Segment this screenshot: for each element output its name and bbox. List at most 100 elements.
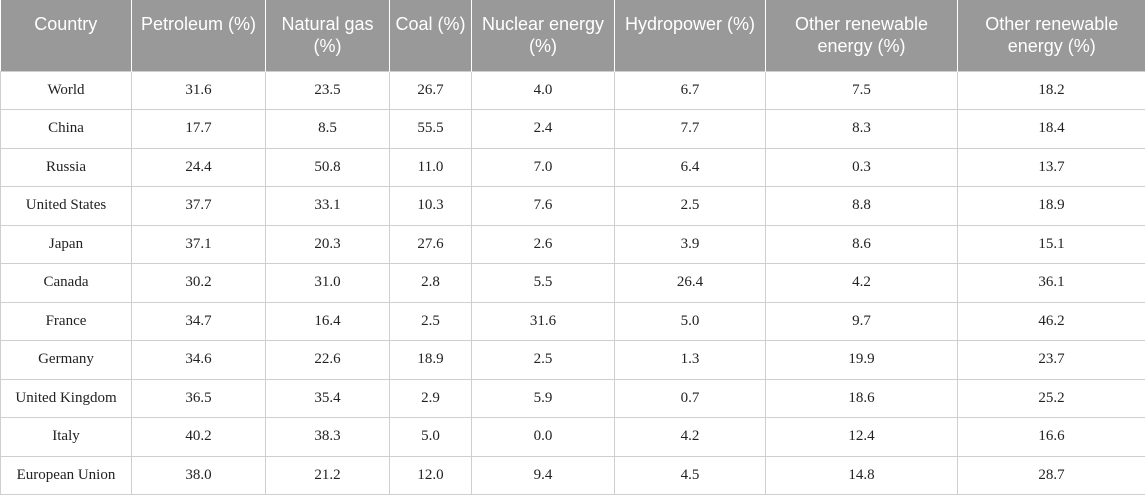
cell-other-renewable: 14.8	[766, 456, 958, 495]
cell-nuclear: 31.6	[472, 302, 615, 341]
cell-other-renewable-2: 18.9	[958, 187, 1145, 226]
cell-coal: 12.0	[390, 456, 472, 495]
cell-other-renewable: 8.6	[766, 225, 958, 264]
cell-other-renewable-2: 18.2	[958, 71, 1145, 110]
cell-petroleum: 37.1	[132, 225, 266, 264]
column-header-nuclear-energy: Nuclear energy (%)	[472, 0, 615, 71]
cell-petroleum: 34.6	[132, 341, 266, 380]
cell-other-renewable-2: 36.1	[958, 264, 1145, 303]
cell-other-renewable: 0.3	[766, 148, 958, 187]
cell-country: France	[1, 302, 132, 341]
cell-other-renewable: 12.4	[766, 418, 958, 457]
cell-country: China	[1, 110, 132, 149]
table-row: Italy 40.2 38.3 5.0 0.0 4.2 12.4 16.6	[1, 418, 1145, 457]
table-row: Russia 24.4 50.8 11.0 7.0 6.4 0.3 13.7	[1, 148, 1145, 187]
cell-natural-gas: 16.4	[266, 302, 390, 341]
cell-petroleum: 40.2	[132, 418, 266, 457]
cell-hydropower: 4.5	[615, 456, 766, 495]
cell-hydropower: 3.9	[615, 225, 766, 264]
cell-other-renewable: 4.2	[766, 264, 958, 303]
cell-nuclear: 2.6	[472, 225, 615, 264]
cell-other-renewable: 18.6	[766, 379, 958, 418]
cell-hydropower: 7.7	[615, 110, 766, 149]
cell-petroleum: 24.4	[132, 148, 266, 187]
table-row: Germany 34.6 22.6 18.9 2.5 1.3 19.9 23.7	[1, 341, 1145, 380]
cell-natural-gas: 35.4	[266, 379, 390, 418]
cell-other-renewable-2: 46.2	[958, 302, 1145, 341]
cell-other-renewable: 7.5	[766, 71, 958, 110]
cell-other-renewable: 19.9	[766, 341, 958, 380]
table-row: China 17.7 8.5 55.5 2.4 7.7 8.3 18.4	[1, 110, 1145, 149]
cell-coal: 26.7	[390, 71, 472, 110]
cell-coal: 2.9	[390, 379, 472, 418]
cell-natural-gas: 21.2	[266, 456, 390, 495]
table-row: European Union 38.0 21.2 12.0 9.4 4.5 14…	[1, 456, 1145, 495]
cell-hydropower: 4.2	[615, 418, 766, 457]
cell-other-renewable-2: 15.1	[958, 225, 1145, 264]
table-row: France 34.7 16.4 2.5 31.6 5.0 9.7 46.2	[1, 302, 1145, 341]
cell-coal: 2.5	[390, 302, 472, 341]
table-row: United States 37.7 33.1 10.3 7.6 2.5 8.8…	[1, 187, 1145, 226]
cell-coal: 55.5	[390, 110, 472, 149]
cell-nuclear: 7.0	[472, 148, 615, 187]
cell-country: Russia	[1, 148, 132, 187]
cell-other-renewable-2: 18.4	[958, 110, 1145, 149]
cell-petroleum: 34.7	[132, 302, 266, 341]
cell-natural-gas: 33.1	[266, 187, 390, 226]
cell-country: Italy	[1, 418, 132, 457]
cell-coal: 2.8	[390, 264, 472, 303]
cell-hydropower: 5.0	[615, 302, 766, 341]
cell-nuclear: 0.0	[472, 418, 615, 457]
cell-petroleum: 17.7	[132, 110, 266, 149]
cell-other-renewable-2: 13.7	[958, 148, 1145, 187]
cell-nuclear: 4.0	[472, 71, 615, 110]
cell-petroleum: 38.0	[132, 456, 266, 495]
cell-petroleum: 36.5	[132, 379, 266, 418]
cell-coal: 18.9	[390, 341, 472, 380]
cell-other-renewable-2: 28.7	[958, 456, 1145, 495]
cell-nuclear: 7.6	[472, 187, 615, 226]
cell-natural-gas: 20.3	[266, 225, 390, 264]
cell-country: World	[1, 71, 132, 110]
cell-country: Germany	[1, 341, 132, 380]
cell-nuclear: 2.4	[472, 110, 615, 149]
cell-petroleum: 31.6	[132, 71, 266, 110]
table-row: Japan 37.1 20.3 27.6 2.6 3.9 8.6 15.1	[1, 225, 1145, 264]
cell-hydropower: 26.4	[615, 264, 766, 303]
column-header-other-renewable-energy-2: Other renewable energy (%)	[958, 0, 1145, 71]
table-row: United Kingdom 36.5 35.4 2.9 5.9 0.7 18.…	[1, 379, 1145, 418]
cell-natural-gas: 38.3	[266, 418, 390, 457]
cell-coal: 27.6	[390, 225, 472, 264]
column-header-hydropower: Hydropower (%)	[615, 0, 766, 71]
cell-hydropower: 2.5	[615, 187, 766, 226]
cell-country: European Union	[1, 456, 132, 495]
column-header-natural-gas: Natural gas (%)	[266, 0, 390, 71]
table-header-row: Country Petroleum (%) Natural gas (%) Co…	[1, 0, 1145, 71]
cell-other-renewable-2: 23.7	[958, 341, 1145, 380]
cell-country: Japan	[1, 225, 132, 264]
cell-country: United States	[1, 187, 132, 226]
cell-other-renewable: 8.8	[766, 187, 958, 226]
cell-nuclear: 2.5	[472, 341, 615, 380]
cell-hydropower: 0.7	[615, 379, 766, 418]
cell-natural-gas: 50.8	[266, 148, 390, 187]
cell-hydropower: 6.7	[615, 71, 766, 110]
column-header-other-renewable-energy: Other renewable energy (%)	[766, 0, 958, 71]
cell-other-renewable: 8.3	[766, 110, 958, 149]
cell-petroleum: 37.7	[132, 187, 266, 226]
cell-nuclear: 9.4	[472, 456, 615, 495]
cell-other-renewable: 9.7	[766, 302, 958, 341]
column-header-petroleum: Petroleum (%)	[132, 0, 266, 71]
cell-hydropower: 6.4	[615, 148, 766, 187]
cell-coal: 11.0	[390, 148, 472, 187]
cell-country: United Kingdom	[1, 379, 132, 418]
cell-coal: 5.0	[390, 418, 472, 457]
table-row: Canada 30.2 31.0 2.8 5.5 26.4 4.2 36.1	[1, 264, 1145, 303]
cell-hydropower: 1.3	[615, 341, 766, 380]
column-header-coal: Coal (%)	[390, 0, 472, 71]
cell-petroleum: 30.2	[132, 264, 266, 303]
cell-natural-gas: 8.5	[266, 110, 390, 149]
table-row: World 31.6 23.5 26.7 4.0 6.7 7.5 18.2	[1, 71, 1145, 110]
cell-natural-gas: 23.5	[266, 71, 390, 110]
